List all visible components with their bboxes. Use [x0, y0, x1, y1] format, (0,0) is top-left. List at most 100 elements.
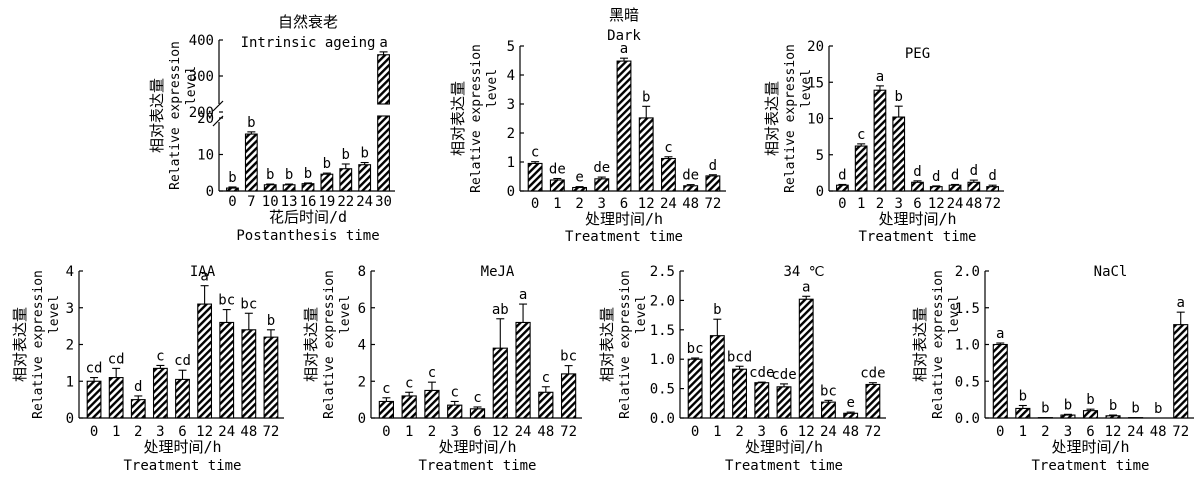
y-axis-label-unit: level — [947, 295, 962, 334]
x-tick-label: 1 — [857, 196, 865, 212]
x-tick-label: 3 — [758, 424, 766, 440]
bar — [86, 380, 102, 419]
x-tick-label: 72 — [704, 196, 721, 212]
x-tick-label: 1 — [713, 424, 721, 440]
significance-letter: cd — [108, 351, 125, 367]
x-axis-label-cn: 处理时间/h — [1051, 438, 1129, 456]
x-tick-label: 6 — [1086, 424, 1094, 440]
bar — [492, 347, 508, 419]
x-axis-label: Treatment time — [418, 458, 536, 474]
significance-letter: b — [1109, 398, 1117, 414]
y-axis-label-unit: level — [485, 69, 500, 108]
bar — [892, 116, 906, 192]
significance-letter: d — [970, 163, 978, 179]
x-tick-label: 24 — [356, 194, 373, 210]
significance-letter: e — [846, 395, 854, 411]
significance-letter: d — [988, 168, 996, 184]
y-tick-label: 4 — [507, 68, 515, 84]
y-axis-label: Relative expression — [322, 270, 337, 419]
x-axis-label: Treatment time — [123, 458, 241, 474]
chart-title: PEG — [905, 46, 930, 62]
bar — [175, 378, 190, 419]
bar-upper-segment — [377, 54, 390, 105]
bar — [263, 184, 277, 192]
significance-letter: b — [247, 115, 255, 131]
significance-letter: bc — [820, 383, 837, 399]
bar — [301, 183, 315, 192]
y-tick-label: 15 — [807, 75, 824, 91]
y-tick-label: 0 — [358, 411, 366, 427]
x-axis-label-cn: 处理时间/h — [438, 438, 516, 456]
y-axis-label-unit: level — [184, 66, 199, 105]
significance-letter: a — [876, 69, 884, 85]
x-tick-label: 48 — [965, 196, 982, 212]
y-tick-label: 0 — [816, 184, 824, 200]
significance-letter: b — [1019, 389, 1027, 405]
x-axis-label: Postanthesis time — [236, 228, 379, 244]
significance-letter: a — [802, 279, 810, 295]
significance-letter: bc — [218, 293, 235, 309]
chart-title: NaCl — [1094, 264, 1128, 280]
x-tick-label: 0 — [996, 424, 1004, 440]
significance-letter: bc — [687, 341, 704, 357]
x-axis-label: Treatment time — [858, 229, 976, 245]
x-tick-label: 2 — [1041, 424, 1049, 440]
x-tick-label: 72 — [560, 424, 577, 440]
bar — [401, 395, 417, 419]
significance-letter: b — [323, 156, 331, 172]
y-tick-label: 20 — [197, 111, 214, 127]
x-tick-label: 0 — [228, 194, 236, 210]
bar — [948, 184, 962, 192]
y-tick-label: 3 — [66, 301, 74, 317]
y-tick-label: 10 — [197, 148, 214, 164]
significance-letter: c — [542, 370, 550, 386]
significance-letter: cde — [749, 365, 774, 381]
significance-letter: d — [913, 164, 921, 180]
y-axis-label-cn: 相对表达量 — [302, 307, 320, 382]
x-tick-label: 48 — [1150, 424, 1167, 440]
bar — [1173, 324, 1189, 419]
bar — [263, 336, 279, 419]
y-tick-label: 0.5 — [650, 382, 675, 398]
y-tick-label: 10 — [807, 112, 824, 128]
x-tick-label: 6 — [780, 424, 788, 440]
y-tick-label: 300 — [189, 69, 214, 85]
y-tick-label: 5 — [507, 39, 515, 55]
significance-letter: c — [857, 127, 865, 143]
bar — [549, 179, 565, 192]
significance-letter: bc — [560, 349, 577, 365]
x-tick-label: 72 — [1172, 424, 1189, 440]
y-tick-label: 1 — [507, 155, 515, 171]
x-tick-label: 19 — [318, 194, 335, 210]
y-tick-label: 6 — [358, 301, 366, 317]
y-tick-label: 2 — [507, 126, 515, 142]
x-tick-label: 72 — [864, 424, 881, 440]
significance-letter: cd — [86, 361, 103, 377]
x-tick-label: 6 — [913, 196, 921, 212]
bar — [424, 389, 440, 419]
significance-letter: b — [267, 313, 275, 329]
y-axis-label-unit: level — [338, 295, 353, 334]
bar — [226, 187, 239, 192]
chart-title: Intrinsic ageing — [241, 35, 376, 51]
bar — [705, 175, 721, 192]
y-tick-label: 20 — [807, 39, 824, 55]
bar — [776, 386, 792, 419]
bar — [447, 404, 463, 419]
bar — [967, 181, 981, 192]
x-tick-label: 3 — [451, 424, 459, 440]
x-tick-label: 3 — [598, 196, 606, 212]
x-tick-label: 2 — [428, 424, 436, 440]
bar — [197, 303, 213, 419]
y-tick-label: 2 — [358, 374, 366, 390]
x-tick-label: 6 — [620, 196, 628, 212]
x-axis-label-cn: 处理时间/h — [143, 438, 221, 456]
x-axis-label-cn: 处理时间/h — [585, 210, 663, 228]
significance-letter: cd — [174, 353, 191, 369]
x-tick-label: 1 — [1019, 424, 1027, 440]
significance-letter: cde — [860, 366, 885, 382]
bar — [339, 168, 353, 192]
bar — [798, 298, 814, 419]
significance-letter: de — [549, 162, 566, 178]
significance-letter: b — [360, 146, 368, 162]
